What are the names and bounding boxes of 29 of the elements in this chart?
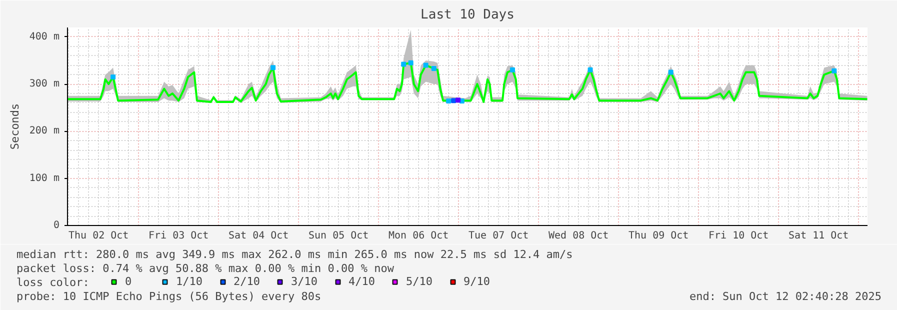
x-tick-label: Mon 06 Oct bbox=[388, 230, 449, 242]
legend-label: 3/10 bbox=[291, 275, 318, 288]
y-tick-label: 200 m bbox=[29, 126, 60, 137]
x-tick-label: Wed 08 Oct bbox=[548, 230, 609, 242]
x-tick-label: Tue 07 Oct bbox=[468, 230, 529, 242]
legend-label: 4/10 bbox=[348, 275, 375, 288]
chart-title: Last 10 Days bbox=[420, 8, 514, 22]
y-tick-label: 300 m bbox=[29, 78, 60, 90]
legend-label: 2/10 bbox=[234, 275, 260, 288]
x-tick-label: Thu 02 Oct bbox=[68, 230, 129, 242]
x-tick-label: Sat 04 Oct bbox=[228, 230, 289, 242]
legend-label: 9/10 bbox=[464, 275, 490, 288]
y-tick-label: 100 m bbox=[29, 172, 60, 184]
y-tick-label: 400 m bbox=[29, 31, 60, 42]
text: packet loss: 0.74 % avg 50.88 % max 0.00 % min 0.00 % now bbox=[16, 262, 394, 275]
text: probe: 10 ICMP Echo Pings (56 Bytes) every 80s bbox=[16, 290, 322, 303]
y-tick-label: 0 bbox=[53, 220, 60, 231]
x-tick-label: Thu 09 Oct bbox=[628, 230, 689, 242]
legend-label: 1/10 bbox=[176, 275, 202, 288]
x-tick-label: Sun 05 Oct bbox=[308, 230, 369, 242]
legend-label: 5/10 bbox=[406, 275, 432, 288]
x-tick-label: Fri 03 Oct bbox=[148, 230, 209, 242]
legend-title: loss color: bbox=[16, 276, 90, 289]
y-axis-title: Seconds bbox=[8, 103, 22, 150]
x-tick-label: Fri 10 Oct bbox=[708, 230, 769, 242]
legend-label: 0 bbox=[125, 275, 133, 288]
x-tick-label: Sat 11 Oct bbox=[788, 230, 849, 242]
text: median rtt: 280.0 ms avg 349.9 ms max 262.0 ms min 265.0 ms now 22.5 ms sd 12.4 am/s bbox=[16, 248, 573, 261]
text: end: Sun Oct 12 02:40:28 2025 bbox=[689, 290, 882, 303]
